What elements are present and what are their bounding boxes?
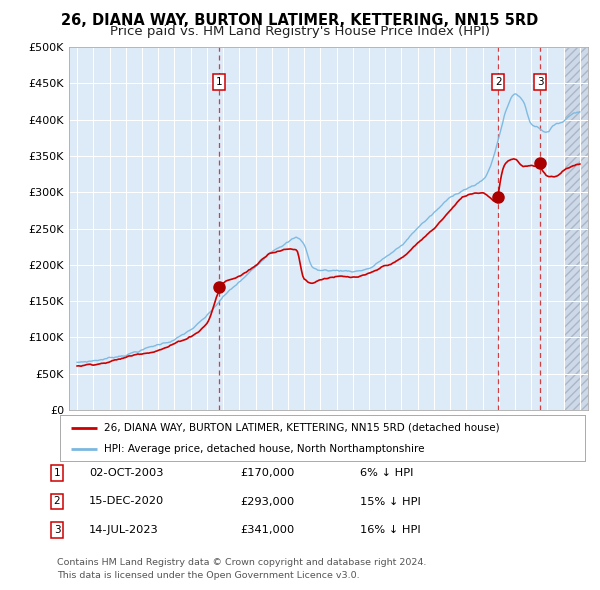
Text: 14-JUL-2023: 14-JUL-2023: [89, 525, 158, 535]
Bar: [563, 47, 588, 410]
Text: 2: 2: [495, 77, 502, 87]
Text: 1: 1: [216, 77, 223, 87]
Text: 2: 2: [53, 497, 61, 506]
Text: Contains HM Land Registry data © Crown copyright and database right 2024.
This d: Contains HM Land Registry data © Crown c…: [57, 558, 427, 580]
Text: 1: 1: [53, 468, 61, 478]
Text: 26, DIANA WAY, BURTON LATIMER, KETTERING, NN15 5RD (detached house): 26, DIANA WAY, BURTON LATIMER, KETTERING…: [104, 423, 499, 433]
Text: 15% ↓ HPI: 15% ↓ HPI: [360, 497, 421, 506]
Text: 16% ↓ HPI: 16% ↓ HPI: [360, 525, 421, 535]
Text: 15-DEC-2020: 15-DEC-2020: [89, 497, 164, 506]
Text: 3: 3: [53, 525, 61, 535]
Text: 3: 3: [536, 77, 544, 87]
Text: HPI: Average price, detached house, North Northamptonshire: HPI: Average price, detached house, Nort…: [104, 444, 424, 454]
Text: Price paid vs. HM Land Registry's House Price Index (HPI): Price paid vs. HM Land Registry's House …: [110, 25, 490, 38]
Text: £170,000: £170,000: [240, 468, 295, 478]
Text: £293,000: £293,000: [240, 497, 294, 506]
Text: 6% ↓ HPI: 6% ↓ HPI: [360, 468, 413, 478]
Text: £341,000: £341,000: [240, 525, 294, 535]
Text: 02-OCT-2003: 02-OCT-2003: [89, 468, 163, 478]
Text: 26, DIANA WAY, BURTON LATIMER, KETTERING, NN15 5RD: 26, DIANA WAY, BURTON LATIMER, KETTERING…: [61, 13, 539, 28]
